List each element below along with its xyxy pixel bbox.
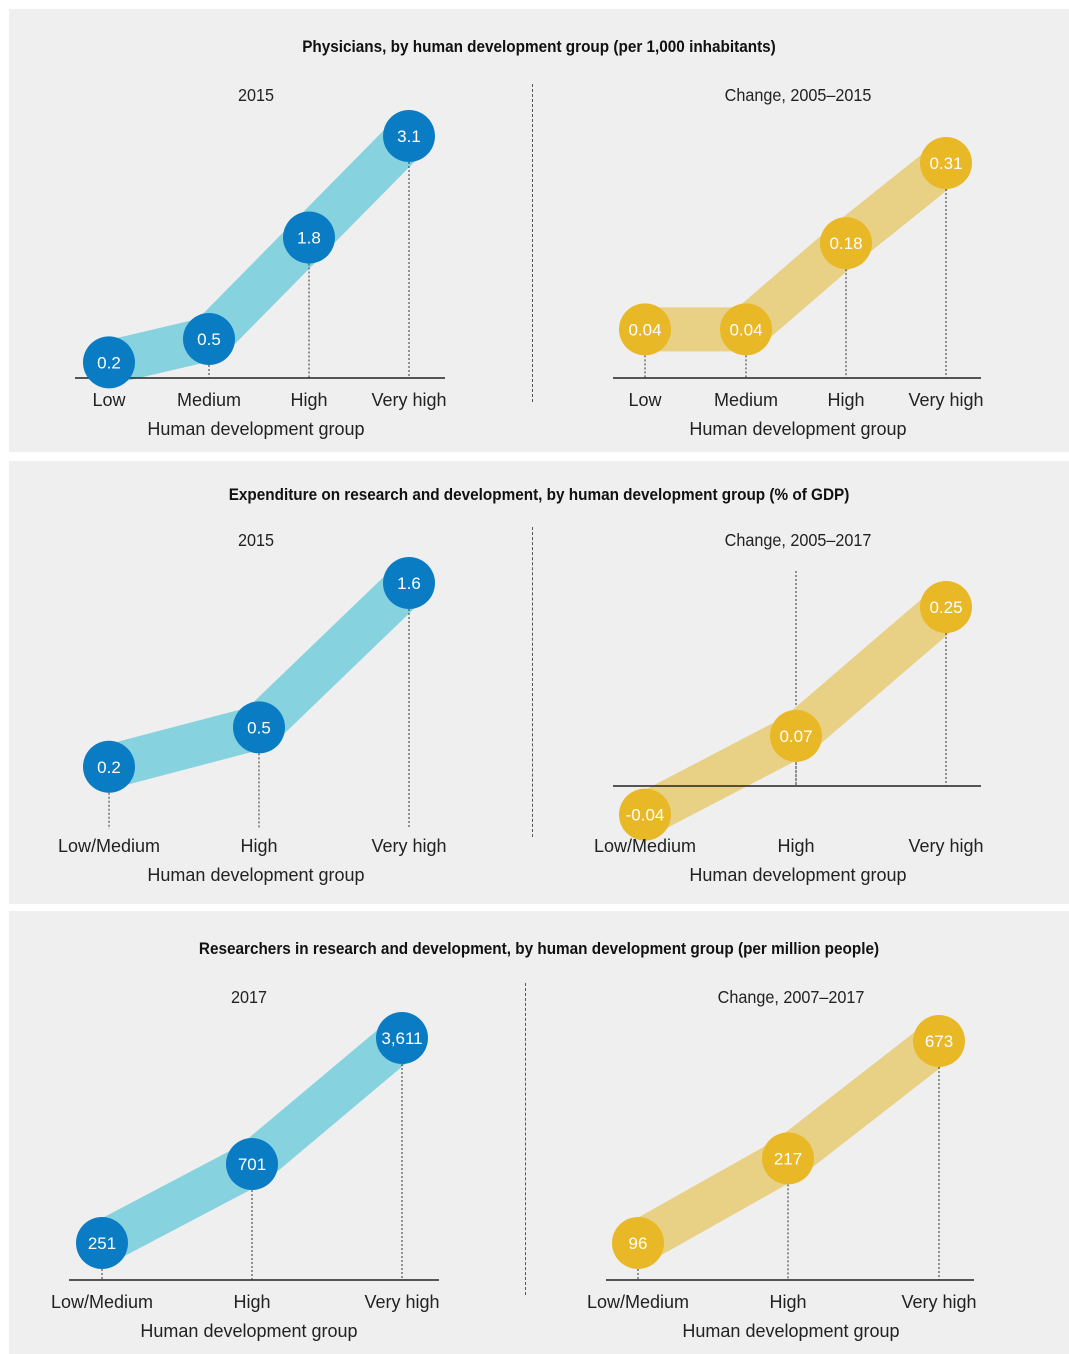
data-label: -0.04 — [626, 806, 665, 825]
chart-svg: Change, 2005–2017 -0.04 0.07 0.25 Low/Medium… — [594, 530, 984, 885]
chart-svg: Change, 2005–2015 0.04 0.04 0.18 0.31 Low Medi… — [613, 85, 984, 439]
x-axis-title: Human development group — [147, 865, 364, 885]
x-tick-label: High — [233, 1292, 270, 1312]
data-point — [226, 1138, 278, 1191]
data-label: 673 — [925, 1032, 953, 1051]
chart-svg: 2015 0.2 0.5 1.8 3.1 Low Medium High Very high Hu… — [75, 85, 447, 439]
data-point — [83, 740, 135, 793]
data-label: 1.6 — [397, 574, 421, 593]
data-label: 0.25 — [929, 598, 962, 617]
data-label: 251 — [88, 1234, 116, 1253]
x-tick-label: Low/Medium — [587, 1292, 689, 1312]
x-axis-title: Human development group — [689, 865, 906, 885]
chart-rd-expenditure-2015: 2015 0.2 0.5 1.6 Low/Medium High Very high Huma… — [9, 461, 1069, 904]
data-label: 1.8 — [297, 228, 321, 247]
x-axis-title: Human development group — [147, 419, 364, 439]
x-tick-label: Very high — [901, 1292, 976, 1312]
data-point — [619, 303, 671, 356]
data-point — [383, 110, 435, 162]
x-tick-label: High — [827, 390, 864, 410]
data-label: 0.18 — [829, 234, 862, 253]
data-point — [720, 303, 772, 356]
data-point — [76, 1217, 128, 1269]
x-tick-label: Low/Medium — [51, 1292, 153, 1312]
data-point — [612, 1217, 664, 1269]
panel-title: Expenditure on research and development,… — [228, 485, 850, 504]
chart-physicians-2015: 2015 0.2 0.5 1.8 3.1 Low Medium High Very high Hu… — [9, 9, 1069, 452]
chart-physicians-change: Change, 2005–2015 0.04 0.04 0.18 0.31 Low Medi… — [9, 9, 1069, 452]
data-point — [376, 1012, 428, 1064]
data-label: 701 — [238, 1155, 266, 1174]
data-point — [233, 701, 285, 754]
panel-title: Physicians, by human development group (… — [302, 37, 776, 56]
chart-subtitle: 2017 — [231, 987, 267, 1007]
panel-divider — [532, 84, 533, 402]
data-point — [619, 788, 671, 841]
chart-subtitle: Change, 2007–2017 — [718, 987, 865, 1007]
x-tick-label: High — [290, 390, 327, 410]
panel-researchers: Researchers in research and development,… — [9, 911, 1069, 1354]
data-point — [770, 709, 822, 762]
data-label: 0.04 — [729, 320, 762, 339]
x-axis-title: Human development group — [140, 1321, 357, 1341]
x-tick-label: High — [769, 1292, 806, 1312]
chart-subtitle: 2015 — [238, 85, 274, 105]
data-label: 217 — [774, 1149, 802, 1168]
panel-title: Researchers in research and development,… — [198, 939, 880, 958]
x-tick-label: High — [240, 836, 277, 856]
data-point — [283, 211, 335, 264]
chart-svg: 2017 251 701 3,611 Low/Medium High Very high Hu… — [51, 987, 440, 1341]
data-point — [383, 557, 435, 609]
data-point — [920, 137, 972, 189]
panel-physicians: Physicians, by human development group (… — [9, 9, 1069, 452]
data-label: 0.5 — [197, 330, 221, 349]
chart-subtitle: Change, 2005–2017 — [725, 530, 872, 550]
data-label: 96 — [629, 1234, 648, 1253]
chart-svg: 2015 0.2 0.5 1.6 Low/Medium High Very high Huma… — [58, 530, 447, 885]
x-tick-label: Very high — [371, 390, 446, 410]
data-label: 3.1 — [397, 127, 421, 146]
panel-divider — [525, 983, 526, 1295]
data-label: 3,611 — [381, 1029, 422, 1048]
chart-subtitle: 2015 — [238, 530, 274, 550]
data-point — [183, 312, 235, 365]
data-label: 0.07 — [779, 727, 812, 746]
x-axis-title: Human development group — [689, 419, 906, 439]
x-tick-label: High — [777, 836, 814, 856]
data-point — [83, 336, 135, 389]
x-tick-label: Low/Medium — [58, 836, 160, 856]
data-label: 0.2 — [97, 758, 121, 777]
panel-divider — [532, 527, 533, 837]
data-label: 0.31 — [929, 154, 962, 173]
data-point — [913, 1015, 965, 1067]
x-tick-label: Low — [92, 390, 126, 410]
x-tick-label: Medium — [714, 390, 778, 410]
x-tick-label: Very high — [371, 836, 446, 856]
chart-svg: Change, 2007–2017 96 217 673 Low/Medium High V… — [587, 987, 977, 1341]
x-axis-title: Human development group — [682, 1321, 899, 1341]
chart-subtitle: Change, 2005–2015 — [725, 85, 872, 105]
panel-rd-expenditure: Expenditure on research and development,… — [9, 461, 1069, 904]
x-tick-label: Low/Medium — [594, 836, 696, 856]
data-label: 0.5 — [247, 718, 271, 737]
x-tick-label: Very high — [364, 1292, 439, 1312]
x-tick-label: Medium — [177, 390, 241, 410]
x-tick-label: Low — [628, 390, 662, 410]
data-label: 0.04 — [628, 320, 661, 339]
series-band — [645, 145, 960, 352]
data-label: 0.2 — [97, 353, 121, 372]
data-point — [920, 581, 972, 633]
data-point — [762, 1132, 814, 1185]
data-point — [820, 217, 872, 270]
chart-rd-expenditure-change: Change, 2005–2017 -0.04 0.07 0.25 Low/Medium… — [9, 461, 1069, 904]
x-tick-label: Very high — [908, 390, 983, 410]
series-band — [103, 120, 425, 384]
chart-researchers-change: Change, 2007–2017 96 217 673 Low/Medium High V… — [9, 911, 1069, 1354]
chart-researchers-2017: 2017 251 701 3,611 Low/Medium High Very high Hu… — [9, 911, 1069, 1354]
x-tick-label: Very high — [908, 836, 983, 856]
